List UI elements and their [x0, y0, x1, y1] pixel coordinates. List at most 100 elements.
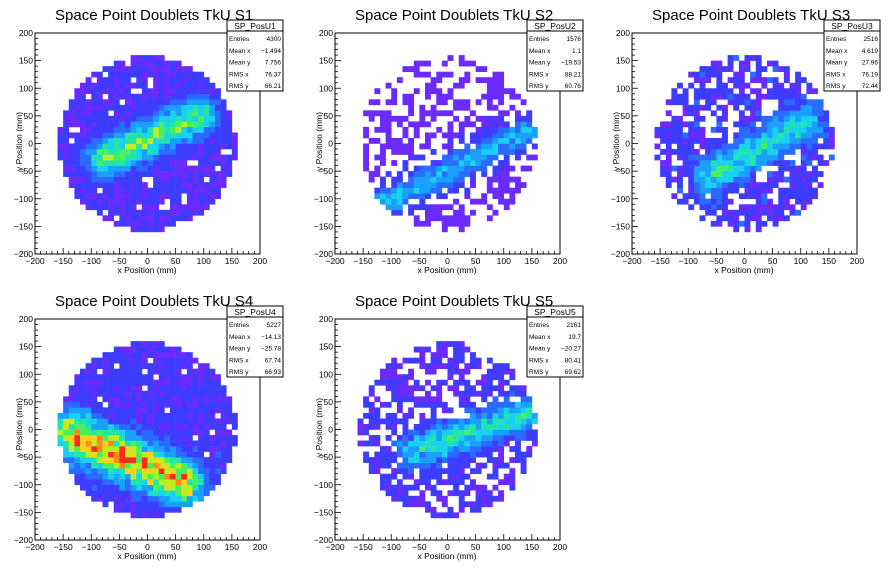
heatmap-bin [175, 99, 182, 106]
heatmap-bin [158, 352, 165, 358]
heatmap-bin [147, 137, 154, 144]
heatmap-bin [767, 209, 773, 216]
heatmap-bin [108, 165, 115, 172]
heatmap-bin [170, 132, 176, 139]
heatmap-bin [413, 396, 420, 403]
heatmap-bin [677, 143, 683, 150]
heatmap-bin [391, 99, 398, 106]
heatmap-bin [158, 363, 165, 370]
heatmap-bin [170, 396, 176, 403]
heatmap-bin [203, 374, 210, 381]
heatmap-bin [85, 171, 92, 177]
heatmap-bin [817, 99, 824, 106]
axis-ticks [334, 318, 561, 541]
heatmap-bin [209, 479, 216, 486]
heatmap-bin [458, 423, 465, 430]
heatmap-bin [220, 462, 227, 469]
y-tick-label: 200 [616, 28, 630, 38]
heatmap-bin [130, 346, 137, 353]
heatmap-bin [203, 407, 210, 414]
heatmap-bin [772, 149, 779, 155]
heatmap-bin [408, 390, 415, 397]
heatmap-bin [164, 379, 171, 386]
heatmap-bin [85, 126, 92, 133]
heatmap-bin [181, 121, 188, 128]
heatmap-bin [402, 418, 409, 425]
heatmap-bin [125, 149, 131, 155]
heatmap-bin [710, 198, 717, 205]
heatmap-bin [738, 165, 745, 172]
heatmap-bin [385, 385, 392, 392]
heatmap-bin [363, 160, 370, 166]
heatmap-bin [147, 462, 154, 469]
heatmap-bin [141, 495, 148, 502]
heatmap-bin [215, 451, 221, 458]
x-tick-label: 100 [794, 256, 808, 266]
heatmap-bin [699, 171, 706, 177]
heatmap-bin [119, 104, 126, 111]
heatmap-bin [391, 379, 398, 386]
heatmap-bin [153, 115, 160, 122]
heatmap-bin [85, 484, 92, 491]
heatmap-bin [458, 490, 465, 497]
heatmap-bin [181, 446, 188, 452]
heatmap-bin [385, 446, 392, 452]
heatmap-bin [119, 160, 126, 166]
heatmap-bin [778, 93, 785, 100]
heatmap-bin [175, 132, 182, 139]
heatmap-bin [113, 374, 120, 381]
heatmap-bin [492, 396, 499, 403]
heatmap-bin [113, 143, 120, 150]
heatmap-bin [447, 440, 454, 447]
heatmap-bin [738, 71, 745, 78]
heatmap-bin [74, 401, 81, 408]
heatmap-bin [125, 484, 131, 491]
heatmap-bin [654, 132, 661, 139]
heatmap-bin [738, 160, 745, 166]
heatmap-bin [688, 104, 695, 111]
heatmap-bin [682, 149, 689, 155]
heatmap-bin [141, 187, 148, 194]
heatmap-bin [85, 401, 92, 408]
heatmap-bin [63, 396, 70, 403]
heatmap-bin [226, 407, 233, 414]
heatmap-bin [102, 121, 109, 128]
heatmap-bin [175, 412, 182, 419]
heatmap-bin [492, 435, 499, 441]
heatmap-bin [226, 126, 233, 133]
heatmap-bin [170, 198, 176, 205]
heatmap-bin [85, 104, 92, 111]
heatmap-bin [419, 115, 426, 122]
heatmap-bin [441, 215, 448, 222]
heatmap-bin [192, 121, 199, 128]
heatmap-bin [464, 143, 471, 150]
heatmap-bin [464, 446, 471, 452]
heatmap-bin [492, 154, 499, 161]
heatmap-bin [436, 401, 443, 408]
heatmap-bin [198, 160, 205, 166]
heatmap-bin [153, 512, 160, 519]
heatmap-bin [158, 401, 165, 408]
heatmap-bin [520, 121, 527, 128]
heatmap-bin [368, 418, 375, 425]
x-axis-label: x Position (mm) [418, 265, 477, 275]
heatmap-bin [209, 374, 216, 381]
heatmap-bin [85, 423, 92, 430]
heatmap-bin [498, 132, 505, 139]
heatmap-bin [755, 204, 762, 211]
heatmap-bin [498, 429, 505, 436]
heatmap-bin [498, 495, 505, 502]
heatmap-bin [198, 495, 205, 502]
heatmap-bin [413, 121, 420, 128]
heatmap-bin [130, 165, 137, 172]
heatmap-bin [80, 126, 86, 133]
heatmap-bin [430, 506, 437, 513]
heatmap-bin [419, 479, 426, 486]
heatmap-bin [693, 99, 700, 106]
heatmap-bin [458, 226, 465, 233]
heatmap-bin [91, 412, 98, 419]
heatmap-bin [147, 71, 154, 78]
heatmap-bin [102, 451, 109, 458]
heatmap-bin [402, 462, 409, 469]
heatmap-bin [486, 215, 493, 222]
